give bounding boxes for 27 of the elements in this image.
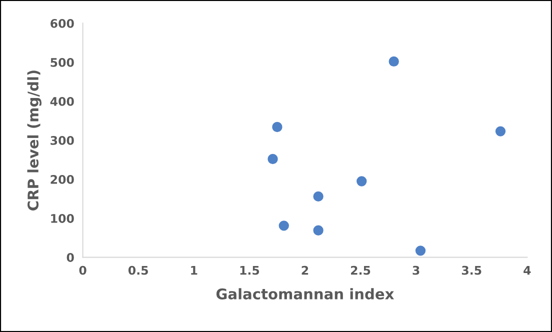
point	[278, 220, 289, 231]
x-tick-label: 3.5	[462, 266, 482, 275]
y-tick-label: 0	[66, 253, 74, 262]
y-tick-label: 500	[50, 58, 74, 67]
point	[272, 122, 282, 132]
point	[495, 126, 506, 136]
x-tick-label: 0	[79, 266, 86, 275]
y-tick-label: 200	[50, 175, 74, 184]
point	[415, 246, 426, 256]
x-tick-label: 3	[412, 266, 420, 275]
point	[313, 191, 324, 202]
point	[388, 56, 399, 67]
x-tick-label: 4	[524, 266, 531, 275]
point	[268, 154, 278, 164]
x-tick-label: 1.5	[240, 266, 260, 275]
x-axis-title: Galactomannan index	[216, 288, 394, 300]
y-tick-label: 300	[50, 136, 74, 145]
y-axis-title: CRP level (mg/dl)	[27, 70, 42, 210]
point	[313, 225, 324, 236]
x-tick-label: 2	[302, 266, 308, 275]
y-tick-label: 600	[50, 18, 74, 28]
y-tick-label: 100	[51, 214, 74, 223]
x-tick-label: 1	[191, 266, 198, 275]
x-tick-label: 0.5	[128, 266, 148, 275]
x-tick-label: 2.5	[351, 266, 370, 275]
point	[356, 176, 367, 186]
y-tick-label: 400	[50, 96, 74, 106]
